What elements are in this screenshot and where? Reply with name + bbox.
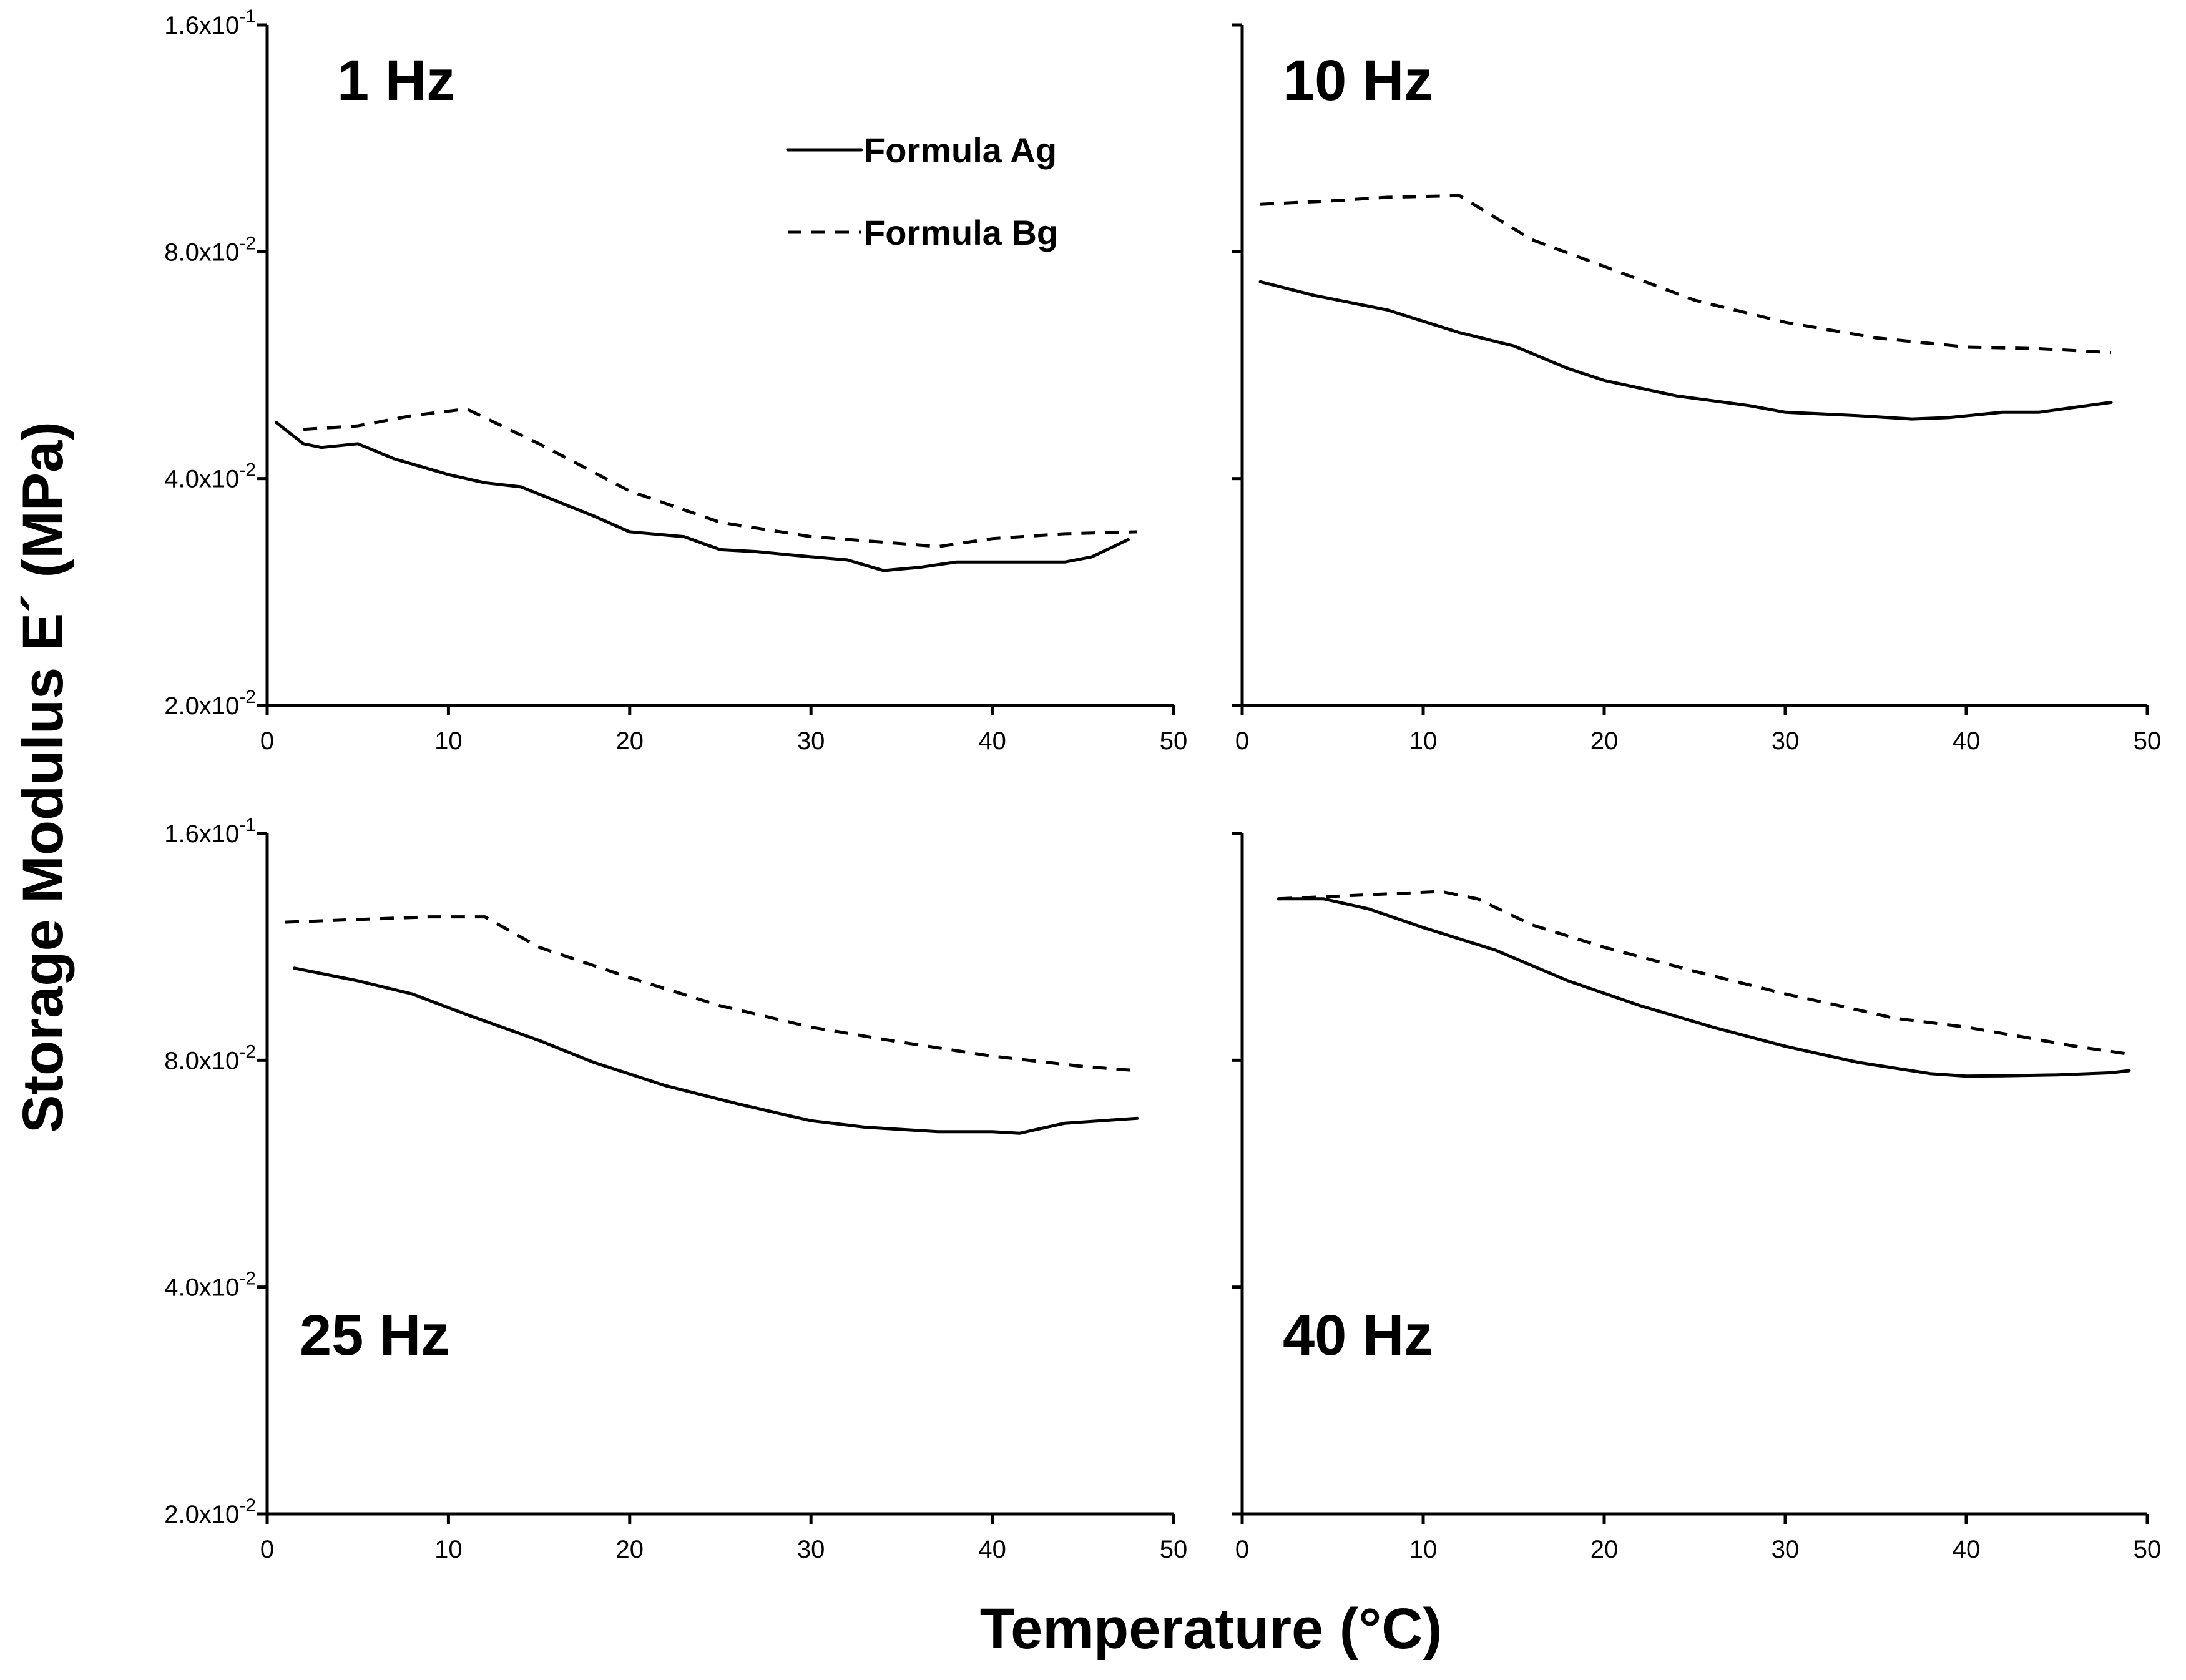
x-tick-label: 10 [1409,1536,1438,1563]
x-tick-label: 30 [797,1536,825,1563]
y-tick-exponent: -2 [239,460,256,481]
x-tick-label: 10 [434,1536,463,1563]
x-tick-label: 30 [1772,1536,1800,1563]
y-tick-label: 2.0x10-2 [164,687,256,720]
y-tick-label: 1.6x10-1 [164,6,256,39]
series-line-formula-ag [275,421,1130,572]
x-tick-label: 50 [1160,1536,1188,1563]
series-line-formula-bg [1278,890,2130,1056]
y-tick-mantissa: 4.0x10 [164,466,239,493]
y-tick-mantissa: 2.0x10 [164,692,239,720]
y-tick-mantissa: 2.0x10 [164,1501,239,1528]
x-tick-label: 0 [260,727,274,755]
x-tick-label: 40 [978,1536,1006,1563]
y-tick-label: 8.0x10-2 [164,233,256,266]
legend-label-formula-bg: Formula Bg [864,213,1058,252]
x-tick-label: 50 [2134,1536,2162,1563]
y-tick-label: 2.0x10-2 [164,1495,256,1528]
legend: Formula Ag Formula Bg [786,130,1058,252]
y-tick-mantissa: 4.0x10 [164,1274,239,1302]
x-tick-label: 20 [1590,1536,1619,1563]
y-tick-mantissa: 8.0x10 [164,1047,239,1074]
x-tick-label: 0 [1235,727,1249,755]
chart-panel-25-hz: 0 10 20 30 40 501.6x10-18.0x10-24.0x10-22.0x1… [164,815,1187,1563]
x-tick-label: 20 [616,1536,644,1563]
chart-panel-10-hz: 0 10 20 30 40 50 10 Hz [1232,23,2162,755]
x-tick-label: 40 [1953,727,1981,755]
y-tick-label: 4.0x10-2 [164,460,256,493]
panel-label: 10 Hz [1283,49,1433,112]
series-line-formula-ag [1258,280,2113,421]
panel-label: 25 Hz [300,1304,449,1367]
x-tick-label: 0 [1235,1536,1249,1563]
y-tick-exponent: -1 [239,6,256,27]
y-tick-exponent: -2 [239,1269,256,1289]
chart-panel-1-hz: 0 10 20 30 40 501.6x10-18.0x10-24.0x10-22.0x1… [164,6,1187,755]
x-tick-label: 10 [1409,727,1438,755]
y-tick-exponent: -2 [239,1495,256,1516]
x-tick-label: 10 [434,727,463,755]
x-axis-title: Temperature (°C) [980,1597,1443,1661]
x-tick-label: 20 [616,727,644,755]
y-tick-mantissa: 8.0x10 [164,238,239,266]
y-tick-mantissa: 1.6x10 [164,12,239,39]
y-tick-mantissa: 1.6x10 [164,820,239,848]
y-tick-exponent: -2 [239,687,256,707]
y-tick-exponent: -2 [239,1041,256,1062]
legend-label-formula-ag: Formula Ag [864,130,1057,170]
y-tick-exponent: -1 [239,815,256,835]
series-line-formula-bg [1260,194,2112,355]
y-axis-title: Storage Modulus E´ (MPa) [11,421,75,1133]
series-line-formula-bg [303,407,1137,548]
y-tick-label: 8.0x10-2 [164,1041,256,1074]
panel-label: 40 Hz [1283,1304,1433,1367]
series-line-formula-ag [1277,897,2131,1078]
x-tick-label: 30 [1772,727,1800,755]
axes-frame [1240,25,2147,707]
chart-panel-40-hz: 0 10 20 30 40 50 40 Hz [1232,832,2162,1563]
x-tick-label: 0 [260,1536,274,1563]
axes-frame [265,833,1174,1516]
x-tick-label: 30 [797,727,825,755]
x-tick-label: 50 [1160,727,1188,755]
y-tick-label: 4.0x10-2 [164,1269,256,1302]
y-tick-exponent: -2 [239,233,256,253]
panel-label: 1 Hz [337,49,455,112]
x-tick-label: 40 [1953,1536,1981,1563]
panels: 0 10 20 30 40 501.6x10-18.0x10-24.0x10-22.0x1… [164,6,2161,1563]
x-tick-label: 20 [1590,727,1619,755]
axes-frame [1240,833,2147,1516]
axes-frame [265,25,1174,707]
y-tick-label: 1.6x10-1 [164,815,256,848]
x-tick-label: 50 [2134,727,2162,755]
series-line-formula-bg [285,915,1138,1073]
x-tick-label: 40 [978,727,1006,755]
series-line-formula-ag [293,966,1139,1135]
